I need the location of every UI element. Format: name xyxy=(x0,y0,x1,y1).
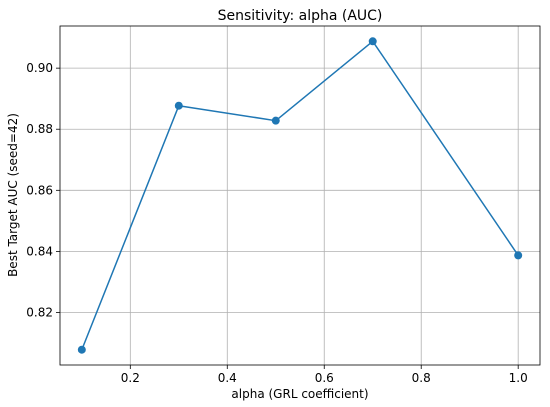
x-tick-label: 0.6 xyxy=(315,371,334,385)
data-point xyxy=(514,251,523,260)
x-tick-label: 1.0 xyxy=(509,371,528,385)
data-point xyxy=(271,116,280,125)
x-tick-label: 0.8 xyxy=(412,371,431,385)
y-tick-label: 0.82 xyxy=(26,305,53,319)
data-point xyxy=(174,101,183,110)
data-point xyxy=(77,345,86,354)
chart-title: Sensitivity: alpha (AUC) xyxy=(218,8,383,24)
y-tick-label: 0.86 xyxy=(26,183,53,197)
grid xyxy=(60,26,540,365)
y-tick-label: 0.90 xyxy=(26,61,53,75)
data-point xyxy=(368,37,377,46)
axis-ticks: 0.2 0.4 0.6 0.8 1.0 0.82 0.84 0.86 0.88 0.90 xyxy=(26,61,527,385)
y-tick-label: 0.84 xyxy=(26,244,53,258)
series-line xyxy=(81,40,519,351)
y-tick-label: 0.88 xyxy=(26,122,53,136)
x-tick-label: 0.4 xyxy=(218,371,237,385)
y-axis-label: Best Target AUC (seed=42) xyxy=(6,113,20,277)
x-tick-label: 0.2 xyxy=(121,371,140,385)
x-axis-label: alpha (GRL coefficient) xyxy=(231,387,368,401)
series-layer xyxy=(77,37,523,354)
plot-area-frame xyxy=(59,25,541,366)
